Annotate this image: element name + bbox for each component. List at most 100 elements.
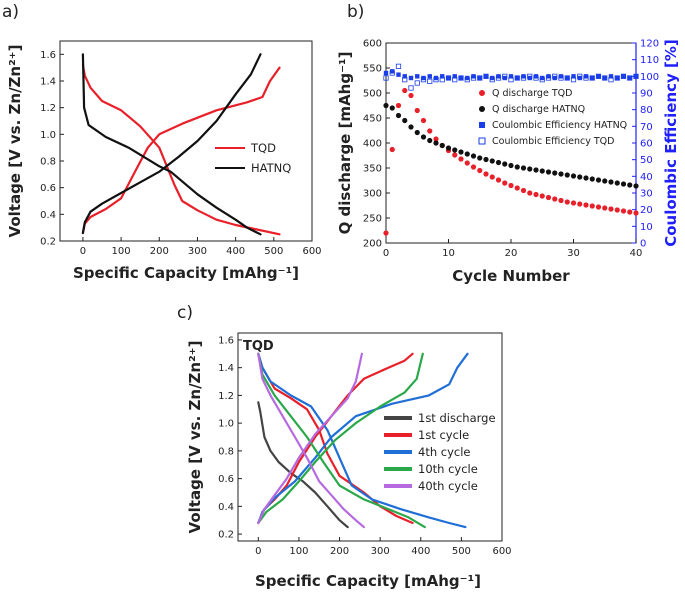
panel-b-point-q-discharge-tqd (564, 199, 570, 205)
panel-b-point-coulombic-efficiency-tqd (602, 75, 608, 81)
legend-label-1st-cycle: 1st cycle (418, 428, 469, 442)
panel-b-point-coulombic-efficiency-tqd (395, 63, 402, 69)
panel-b-point-q-discharge-hatnq (470, 153, 477, 159)
panel-b-point-q-discharge-tqd (620, 208, 627, 214)
panel-b-y2tick-label: 80 (640, 105, 653, 116)
panel-b-point-q-discharge-hatnq (614, 180, 620, 186)
panel-b-point-coulombic-efficiency-tqd (464, 77, 470, 83)
panel-label-c: c) (177, 303, 193, 323)
panel-b-point-coulombic-efficiency-hatnq (402, 74, 407, 79)
panel-b-point-coulombic-efficiency-tqd (389, 70, 395, 76)
panel-b-point-coulombic-efficiency-hatnq (533, 74, 539, 79)
legend-label-q-tqd: Q discharge TQD (492, 88, 572, 99)
panel-b-point-coulombic-efficiency-hatnq (515, 75, 520, 81)
panel-b-point-q-discharge-hatnq (389, 105, 395, 111)
panel-a-line-tqd-discharge (81, 63, 281, 236)
panel-c-xtick-label: 400 (411, 546, 430, 557)
panel-b-y2tick-label: 100 (640, 72, 659, 83)
panel-b-point-q-discharge-tqd (508, 182, 514, 189)
legend-label-hatnq: HATNQ (251, 161, 291, 175)
panel-b-point-q-discharge-tqd (464, 160, 470, 166)
panel-c-ytick-label: 0.4 (218, 502, 234, 513)
panel-b-point-q-discharge-hatnq (414, 129, 420, 136)
panel-b: 0 10 20 30 40 200 250 300 350 400 450 500 550 600 0 10 2… (336, 39, 680, 286)
panel-c-ytick-label: 0.8 (218, 446, 234, 457)
panel-a-xtick-label: 500 (264, 246, 283, 257)
panel-c-ytick-label: 1.2 (218, 391, 234, 402)
panel-b-point-coulombic-efficiency-tqd (539, 77, 545, 83)
panel-b-point-q-discharge-tqd (589, 203, 595, 209)
panel-b-point-coulombic-efficiency-hatnq (433, 75, 439, 81)
panel-b-point-coulombic-efficiency-hatnq (540, 75, 545, 81)
panel-b-point-q-discharge-tqd (520, 187, 527, 194)
panel-b-ytick-label: 250 (363, 214, 382, 225)
panel-c-line-10th-cycle-discharge (257, 352, 426, 529)
panel-b-point-coulombic-efficiency-hatnq (521, 74, 526, 79)
panel-a-ytick-label: 0.2 (40, 237, 56, 248)
panel-b-point-q-discharge-hatnq (452, 147, 458, 153)
panel-a-ytick-label: 0.6 (40, 183, 56, 194)
panel-b-point-q-discharge-tqd (502, 180, 508, 186)
panel-b-point-q-discharge-hatnq (427, 137, 433, 144)
panel-b-point-q-discharge-tqd (389, 146, 395, 153)
panel-b-point-q-discharge-tqd (395, 102, 402, 109)
panel-label-b: b) (347, 2, 364, 22)
panel-b-point-coulombic-efficiency-tqd (627, 75, 633, 81)
panel-b-point-q-discharge-tqd (458, 156, 464, 162)
panel-b-xtick-label: 40 (630, 248, 643, 259)
panel-c-line-1st-cycle-discharge (257, 352, 414, 525)
panel-b-point-q-discharge-tqd (495, 177, 502, 183)
panel-b-xtick-label: 10 (442, 248, 455, 259)
panel-b-point-coulombic-efficiency-hatnq (627, 75, 632, 81)
panel-b-point-q-discharge-hatnq (633, 183, 639, 189)
panel-b-point-q-discharge-tqd (408, 92, 414, 99)
panel-b-point-coulombic-efficiency-tqd (620, 73, 627, 79)
panel-b-point-coulombic-efficiency-hatnq (421, 75, 426, 81)
panel-b-xtick-label: 0 (383, 248, 389, 259)
panel-b-point-q-discharge-hatnq (552, 170, 558, 176)
panel-c-line-40th-cycle-charge (257, 352, 363, 525)
legend-marker-q-hatnq (479, 106, 485, 112)
panel-b-point-coulombic-efficiency-hatnq (408, 75, 414, 81)
panel-a-xtick-label: 0 (80, 246, 86, 257)
panel-a-xtick-label: 300 (188, 246, 207, 257)
panel-b-point-coulombic-efficiency-hatnq (440, 74, 445, 79)
panel-b-point-coulombic-efficiency-hatnq (583, 74, 589, 79)
panel-b-xtick-label: 30 (567, 248, 580, 259)
panel-b-point-coulombic-efficiency-hatnq (452, 74, 457, 79)
panel-b-point-q-discharge-hatnq (520, 165, 527, 171)
panel-b-point-coulombic-efficiency-hatnq (615, 75, 620, 81)
panel-a-ytick-label: 1.6 (40, 50, 56, 61)
panel-b-point-q-discharge-hatnq (514, 164, 520, 170)
panel-b-ytick-label: 550 (363, 64, 382, 75)
panel-b-point-q-discharge-tqd (477, 167, 483, 174)
panel-b-point-coulombic-efficiency-hatnq (458, 75, 464, 81)
panel-c-xtick-label: 600 (492, 546, 511, 557)
panel-b-ytick-label: 600 (363, 39, 382, 50)
panel-b-y2tick-label: 90 (640, 89, 653, 100)
panel-b-y2tick-label: 20 (640, 205, 653, 216)
panel-b-point-q-discharge-tqd (483, 171, 489, 177)
panel-b-point-q-discharge-hatnq (608, 179, 614, 185)
panel-b-point-q-discharge-tqd (583, 202, 589, 208)
panel-b-y2label: Coulombic Efficiency [%] (662, 39, 680, 247)
panel-b-point-q-discharge-hatnq (495, 159, 502, 166)
panel-b-point-q-discharge-tqd (514, 185, 520, 191)
panel-b-point-q-discharge-tqd (558, 197, 564, 204)
panel-b-point-coulombic-efficiency-tqd (633, 73, 639, 79)
panel-b-point-q-discharge-hatnq (558, 171, 564, 177)
panel-b-point-q-discharge-hatnq (464, 151, 470, 157)
panel-b-point-q-discharge-hatnq (433, 140, 439, 146)
legend-marker-q-tqd (479, 90, 485, 96)
panel-b-y2tick-label: 110 (640, 55, 659, 66)
panel-b-point-coulombic-efficiency-hatnq (558, 74, 564, 79)
panel-a-frame (59, 40, 313, 242)
panel-b-point-coulombic-efficiency-hatnq (496, 74, 501, 79)
panel-b-point-q-discharge-hatnq (577, 174, 583, 180)
panel-b-point-q-discharge-tqd (633, 210, 639, 216)
panel-b-point-coulombic-efficiency-tqd (483, 73, 489, 79)
panel-a-line-hatnq-charge (81, 53, 262, 235)
panel-c-xtick-label: 500 (452, 546, 471, 557)
panel-b-point-coulombic-efficiency-tqd (414, 80, 420, 86)
